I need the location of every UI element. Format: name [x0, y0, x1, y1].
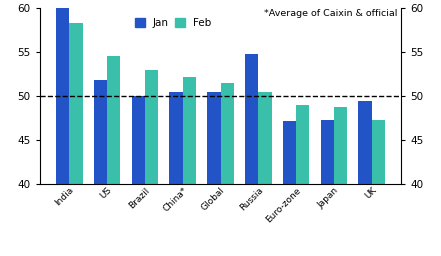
Bar	[220, 83, 234, 256]
Bar	[321, 120, 334, 256]
Bar	[207, 92, 220, 256]
Bar	[169, 92, 183, 256]
Bar	[107, 56, 120, 256]
Bar	[359, 101, 372, 256]
Legend: Jan, Feb: Jan, Feb	[135, 18, 211, 28]
Bar	[283, 121, 296, 256]
Bar	[56, 6, 69, 256]
Bar	[334, 108, 347, 256]
Bar	[94, 80, 107, 256]
Bar	[183, 77, 196, 256]
Bar	[258, 92, 272, 256]
Bar	[245, 54, 258, 256]
Bar	[372, 120, 385, 256]
Bar	[69, 23, 82, 256]
Bar	[145, 70, 158, 256]
Bar	[296, 105, 309, 256]
Bar	[132, 96, 145, 256]
Text: *Average of Caixin & official: *Average of Caixin & official	[264, 9, 398, 18]
